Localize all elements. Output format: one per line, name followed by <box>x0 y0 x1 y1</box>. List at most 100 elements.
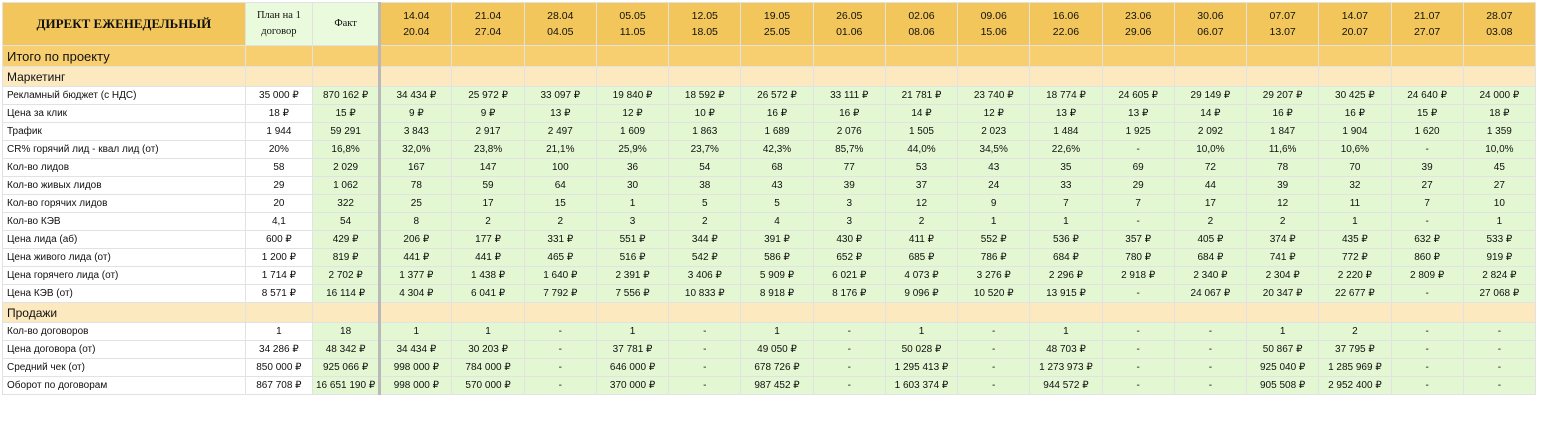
week-value-cell[interactable]: - <box>957 376 1031 395</box>
empty-cell[interactable] <box>1318 66 1392 87</box>
week-value-cell[interactable]: 77 <box>812 158 886 177</box>
empty-cell[interactable] <box>244 45 314 67</box>
week-value-cell[interactable]: 551 ₽ <box>595 230 670 249</box>
week-value-cell[interactable]: 374 ₽ <box>1246 230 1320 249</box>
week-value-cell[interactable]: 18 592 ₽ <box>668 86 742 105</box>
empty-cell[interactable] <box>451 302 525 323</box>
fact-cell[interactable]: 48 342 ₽ <box>311 340 382 359</box>
week-value-cell[interactable]: - <box>1462 358 1537 377</box>
week-value-cell[interactable]: 1 <box>1462 212 1537 231</box>
empty-cell[interactable] <box>451 45 525 67</box>
empty-cell[interactable] <box>1390 45 1464 67</box>
fact-cell[interactable]: 18 <box>311 322 382 341</box>
week-value-cell[interactable]: 2 076 <box>812 122 886 141</box>
empty-cell[interactable] <box>812 66 886 87</box>
week-value-cell[interactable]: 344 ₽ <box>668 230 742 249</box>
week-value-cell[interactable]: 17 <box>1173 194 1248 213</box>
week-value-cell[interactable]: - <box>668 376 742 395</box>
week-value-cell[interactable]: 2 809 ₽ <box>1390 266 1464 285</box>
empty-cell[interactable] <box>812 45 886 67</box>
week-value-cell[interactable]: 685 ₽ <box>884 248 959 267</box>
week-value-cell[interactable]: 18 ₽ <box>1462 104 1537 123</box>
week-value-cell[interactable]: 20 347 ₽ <box>1246 284 1320 303</box>
fact-cell[interactable]: 1 062 <box>311 176 382 195</box>
week-value-cell[interactable]: - <box>523 376 597 395</box>
week-value-cell[interactable]: 37 <box>884 176 959 195</box>
week-value-cell[interactable]: 772 ₽ <box>1318 248 1392 267</box>
week-value-cell[interactable]: 1 <box>957 212 1031 231</box>
week-value-cell[interactable]: 430 ₽ <box>812 230 886 249</box>
week-value-cell[interactable]: - <box>1390 358 1464 377</box>
week-value-cell[interactable]: - <box>1390 212 1464 231</box>
empty-cell[interactable] <box>595 302 670 323</box>
week-value-cell[interactable]: 2 296 ₽ <box>1029 266 1103 285</box>
week-value-cell[interactable]: 35 <box>1029 158 1103 177</box>
empty-cell[interactable] <box>740 302 814 323</box>
week-value-cell[interactable]: 860 ₽ <box>1390 248 1464 267</box>
week-value-cell[interactable]: 684 ₽ <box>1173 248 1248 267</box>
week-value-cell[interactable]: 45 <box>1462 158 1537 177</box>
metric-label[interactable]: Кол-во живых лидов <box>2 176 246 195</box>
week-header-7[interactable]: 02.06 08.06 <box>884 2 959 46</box>
plan-cell[interactable]: 867 708 ₽ <box>244 376 314 395</box>
week-value-cell[interactable]: 533 ₽ <box>1462 230 1537 249</box>
section-label[interactable]: Итого по проекту <box>2 45 246 67</box>
week-value-cell[interactable]: 1 <box>595 322 670 341</box>
plan-cell[interactable]: 8 571 ₽ <box>244 284 314 303</box>
empty-cell[interactable] <box>812 302 886 323</box>
week-header-9[interactable]: 16.06 22.06 <box>1029 2 1103 46</box>
week-value-cell[interactable]: 21 781 ₽ <box>884 86 959 105</box>
week-value-cell[interactable]: - <box>812 322 886 341</box>
week-value-cell[interactable]: 2 918 ₽ <box>1101 266 1175 285</box>
fact-cell[interactable]: 429 ₽ <box>311 230 382 249</box>
week-value-cell[interactable]: 1 377 ₽ <box>379 266 453 285</box>
week-value-cell[interactable]: 552 ₽ <box>957 230 1031 249</box>
week-value-cell[interactable]: 2 391 ₽ <box>595 266 670 285</box>
table-title[interactable]: ДИРЕКТ ЕЖЕНЕДЕЛЬНЫЙ <box>2 2 246 46</box>
week-value-cell[interactable]: 34 434 ₽ <box>379 86 453 105</box>
empty-cell[interactable] <box>1173 66 1248 87</box>
week-value-cell[interactable]: 2 340 ₽ <box>1173 266 1248 285</box>
week-value-cell[interactable]: 1 863 <box>668 122 742 141</box>
week-value-cell[interactable]: - <box>1173 322 1248 341</box>
week-value-cell[interactable]: 1 295 413 ₽ <box>884 358 959 377</box>
empty-cell[interactable] <box>1029 66 1103 87</box>
week-value-cell[interactable]: 43 <box>957 158 1031 177</box>
empty-cell[interactable] <box>379 45 453 67</box>
week-value-cell[interactable]: 13 ₽ <box>523 104 597 123</box>
week-value-cell[interactable]: 38 <box>668 176 742 195</box>
week-header-3[interactable]: 05.05 11.05 <box>595 2 670 46</box>
week-value-cell[interactable]: 10 <box>1462 194 1537 213</box>
week-value-cell[interactable]: 12 ₽ <box>595 104 670 123</box>
empty-cell[interactable] <box>311 66 382 87</box>
empty-cell[interactable] <box>595 45 670 67</box>
plan-header[interactable]: План на 1 договор <box>244 2 314 46</box>
week-value-cell[interactable]: 2 824 ₽ <box>1462 266 1537 285</box>
week-value-cell[interactable]: 1 285 969 ₽ <box>1318 358 1392 377</box>
fact-cell[interactable]: 925 066 ₽ <box>311 358 382 377</box>
week-value-cell[interactable]: 435 ₽ <box>1318 230 1392 249</box>
week-value-cell[interactable]: - <box>1101 322 1175 341</box>
week-value-cell[interactable]: 11 <box>1318 194 1392 213</box>
week-value-cell[interactable]: 12 <box>1246 194 1320 213</box>
week-value-cell[interactable]: 684 ₽ <box>1029 248 1103 267</box>
week-value-cell[interactable]: 147 <box>451 158 525 177</box>
empty-cell[interactable] <box>1029 302 1103 323</box>
week-value-cell[interactable]: 78 <box>1246 158 1320 177</box>
empty-cell[interactable] <box>1246 66 1320 87</box>
metric-label[interactable]: Цена за клик <box>2 104 246 123</box>
fact-cell[interactable]: 870 162 ₽ <box>311 86 382 105</box>
week-value-cell[interactable]: 24 605 ₽ <box>1101 86 1175 105</box>
week-value-cell[interactable]: - <box>668 358 742 377</box>
empty-cell[interactable] <box>451 66 525 87</box>
empty-cell[interactable] <box>311 302 382 323</box>
week-value-cell[interactable]: 43 <box>740 176 814 195</box>
week-value-cell[interactable]: 30 425 ₽ <box>1318 86 1392 105</box>
empty-cell[interactable] <box>1390 302 1464 323</box>
empty-cell[interactable] <box>1318 302 1392 323</box>
week-value-cell[interactable]: - <box>1101 358 1175 377</box>
week-value-cell[interactable]: 72 <box>1173 158 1248 177</box>
week-value-cell[interactable]: 1 847 <box>1246 122 1320 141</box>
week-header-12[interactable]: 07.07 13.07 <box>1246 2 1320 46</box>
week-value-cell[interactable]: 998 000 ₽ <box>379 358 453 377</box>
